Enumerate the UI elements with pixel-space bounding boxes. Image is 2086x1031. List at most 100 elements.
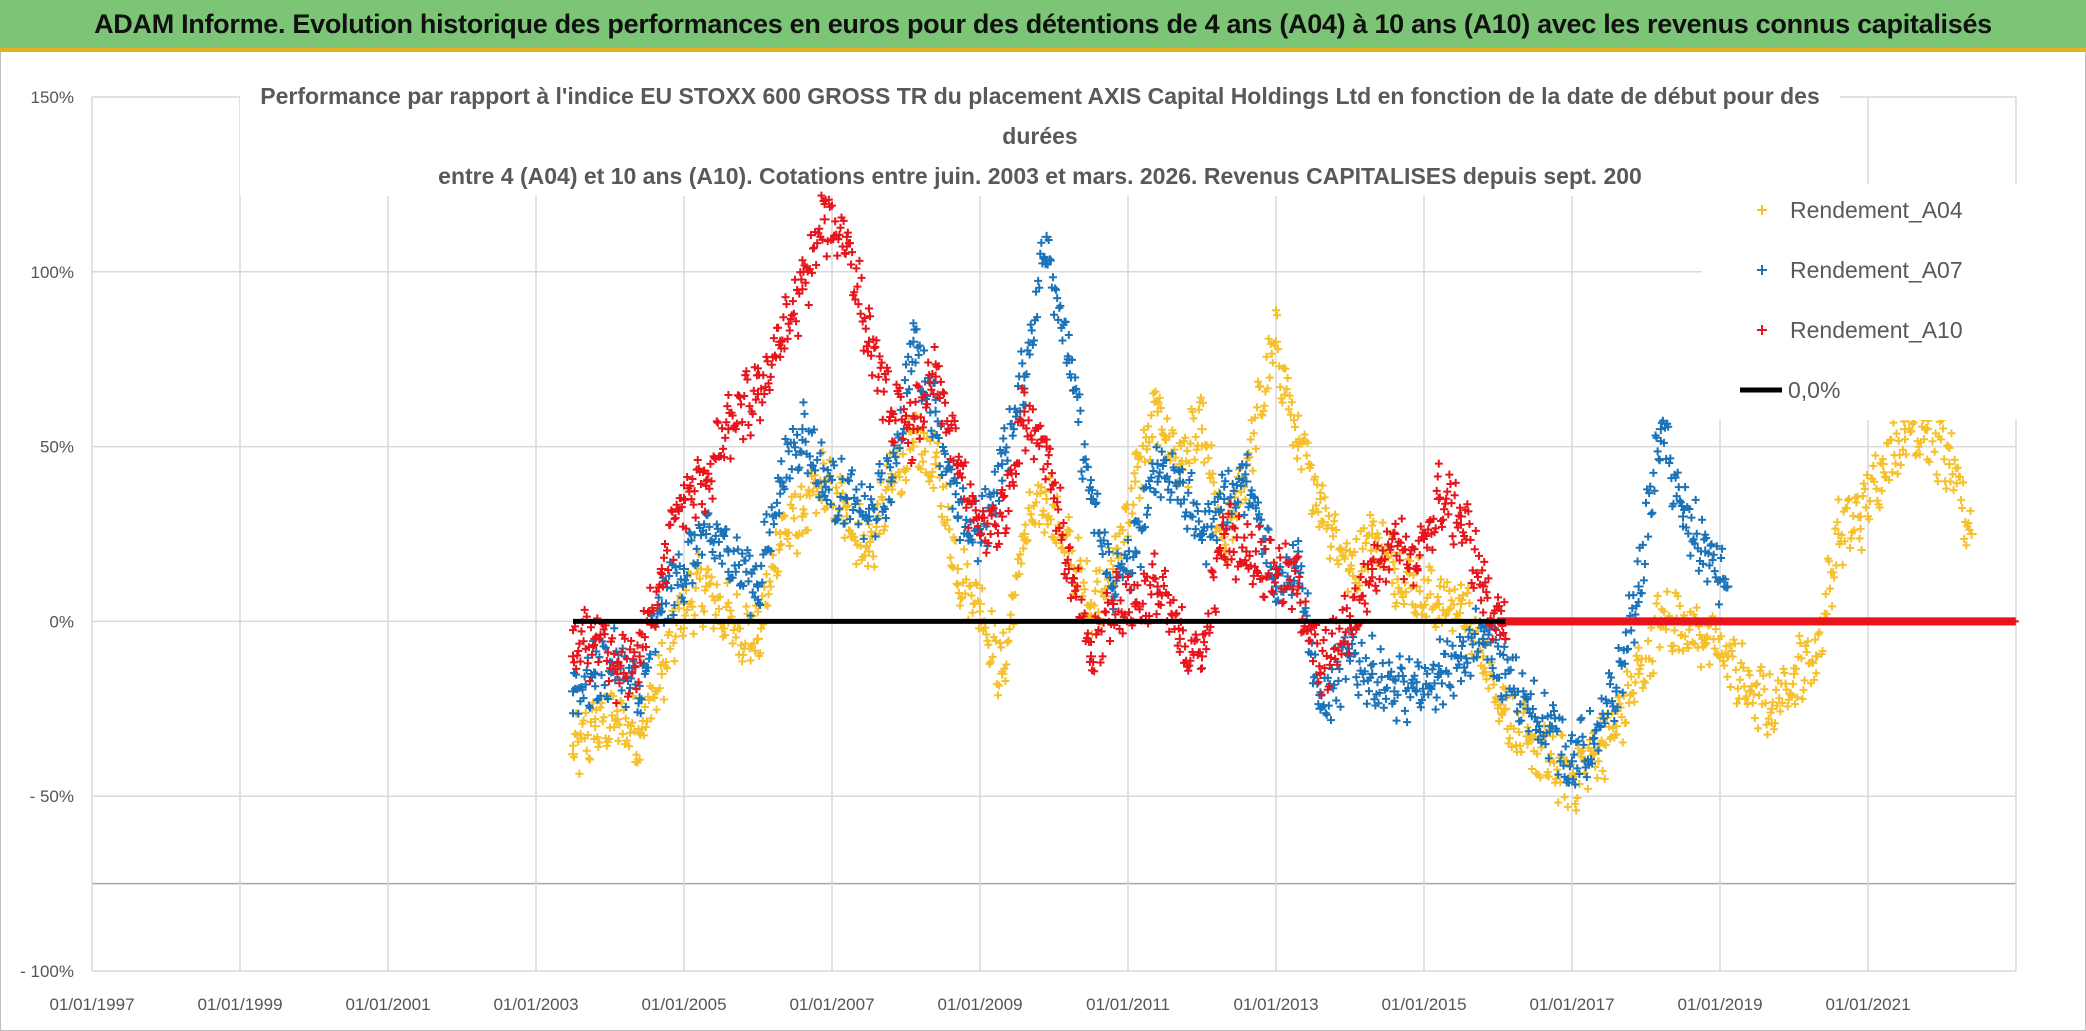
a10-point [1412, 562, 1421, 571]
a10-point [1483, 593, 1492, 602]
a04-point [1208, 469, 1217, 478]
a07-point [699, 526, 708, 535]
a07-point [1346, 656, 1354, 665]
a04-point [1915, 450, 1924, 459]
x-tick-label: 01/01/2013 [1233, 995, 1318, 1014]
a10-point [1178, 626, 1187, 635]
grid-layer: 150%100%50%0%- 50%- 100%01/01/1997 01/01/… [20, 88, 2017, 1014]
a07-point [1354, 691, 1363, 700]
a07-point [665, 572, 674, 581]
a10-point [615, 679, 624, 688]
a07-point [1587, 755, 1596, 764]
a07-point [1468, 640, 1477, 649]
a10-point [1500, 598, 1509, 607]
a04-point [1441, 611, 1450, 620]
a10-point [1397, 514, 1406, 523]
a07-point [1182, 508, 1191, 517]
a07-point [1672, 492, 1681, 501]
a07-point [1444, 669, 1453, 678]
a07-point [1671, 473, 1680, 482]
legend: Rendement_A04Rendement_A07Rendement_A100… [1702, 184, 2020, 420]
a07-point [907, 367, 916, 376]
a04-point [1297, 465, 1306, 474]
a04-point [1536, 773, 1545, 782]
a10-point [1112, 567, 1121, 576]
a07-point [1262, 559, 1271, 568]
a10-point [1006, 465, 1015, 474]
a10-point [604, 677, 613, 686]
a07-point [1083, 463, 1092, 472]
a07-point [595, 653, 604, 662]
a10-point [1227, 555, 1236, 564]
a07-point [895, 444, 904, 453]
a10-point [745, 402, 754, 411]
a04-point [1309, 506, 1317, 515]
a04-point [788, 504, 797, 513]
a10-point [1065, 543, 1074, 552]
a04-point [1844, 494, 1853, 503]
a10-point [1296, 598, 1305, 607]
a07-point [1001, 448, 1010, 457]
a07-point [1051, 284, 1060, 293]
a04-point [1206, 473, 1215, 482]
a10-point [914, 382, 923, 391]
a07-point [1506, 665, 1515, 674]
a04-point [1965, 525, 1974, 534]
a07-point [852, 485, 861, 494]
a07-point [1034, 276, 1043, 285]
a04-point [1875, 503, 1884, 512]
a10-point [1063, 563, 1074, 574]
a04-point [1600, 774, 1609, 783]
a04-point [1659, 607, 1668, 616]
a07-point [959, 484, 968, 493]
a04-point [1090, 601, 1099, 610]
a07-point [765, 528, 774, 537]
a04-point [584, 754, 593, 763]
a10-point [818, 235, 827, 244]
a10-point [1444, 510, 1453, 519]
a10-point [728, 411, 737, 420]
a07-point [869, 504, 878, 513]
a07-point [1566, 736, 1575, 745]
a04-point [692, 569, 701, 578]
a10-point [602, 656, 611, 665]
a04-point [1026, 510, 1035, 519]
a07-point [1176, 499, 1185, 508]
a07-point [1024, 338, 1033, 347]
a10-point [666, 520, 675, 529]
a04-point [1085, 602, 1094, 611]
a07-point [715, 551, 724, 560]
a10-point [1098, 652, 1107, 661]
a04-point [1736, 675, 1745, 684]
a10-point [718, 424, 727, 433]
a10-point [1378, 546, 1387, 555]
a04-point [1772, 685, 1781, 694]
a04-point [671, 632, 680, 641]
a04-point [1636, 661, 1645, 670]
a10-point [867, 351, 876, 360]
a10-point [831, 217, 840, 226]
a10-point [656, 568, 665, 577]
a10-point [1471, 526, 1480, 535]
a04-point [695, 574, 704, 583]
a04-point [1095, 566, 1104, 575]
a10-point [740, 391, 749, 400]
a10-point [890, 438, 899, 447]
a10-point [572, 664, 581, 673]
a04-point [1004, 636, 1013, 645]
a04-point [1663, 587, 1672, 596]
a04-point [1183, 446, 1192, 455]
a07-point [1699, 559, 1708, 568]
a04-point [1165, 432, 1174, 441]
a04-point [1760, 685, 1769, 694]
a07-point [1178, 478, 1187, 487]
a10-point [590, 640, 599, 649]
a07-point [693, 559, 702, 568]
a10-point [923, 400, 932, 409]
a10-point [871, 342, 880, 351]
a10-point [804, 301, 813, 310]
a10-point [1313, 639, 1322, 648]
a10-point [1380, 555, 1389, 564]
a04-point [869, 552, 878, 561]
a07-point [834, 511, 843, 520]
